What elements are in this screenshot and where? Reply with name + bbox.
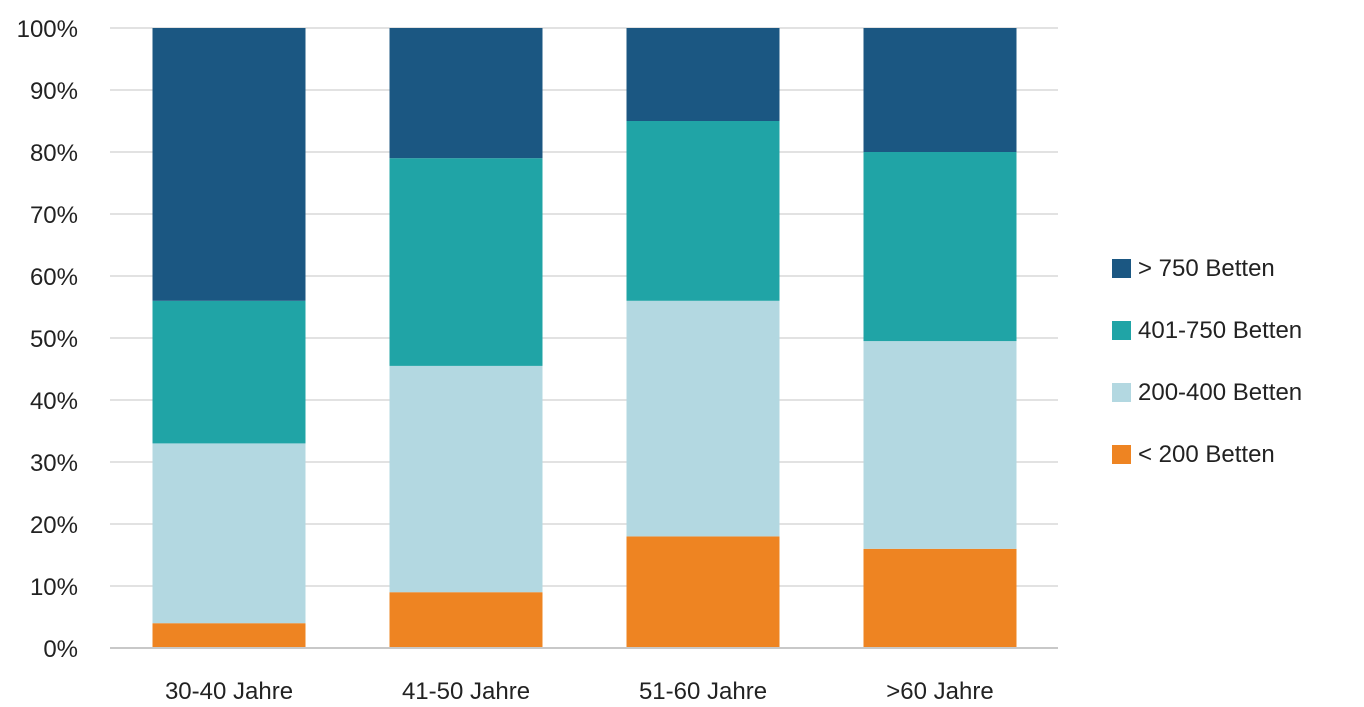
- legend-swatch: [1112, 321, 1131, 340]
- y-tick-label: 20%: [30, 512, 78, 539]
- bar-segment: [863, 548, 1017, 648]
- y-axis-ticks: 0% 10% 20% 30% 40% 50% 60% 70% 80% 90% 100%: [17, 16, 78, 663]
- bar-segment: [389, 158, 543, 366]
- legend-label: > 750 Betten: [1138, 255, 1275, 282]
- bars: [152, 28, 1017, 648]
- y-tick-label: 100%: [17, 16, 78, 43]
- bar-segment: [863, 152, 1017, 342]
- bar-segment: [152, 443, 306, 624]
- y-tick-label: 80%: [30, 140, 78, 167]
- y-tick-label: 90%: [30, 78, 78, 105]
- y-tick-label: 50%: [30, 326, 78, 353]
- legend-swatch: [1112, 383, 1131, 402]
- bar-segment: [863, 341, 1017, 549]
- legend-label: 401-750 Betten: [1138, 317, 1302, 344]
- y-tick-label: 10%: [30, 574, 78, 601]
- x-category-label: 30-40 Jahre: [165, 678, 293, 705]
- legend-swatch: [1112, 259, 1131, 278]
- y-tick-label: 0%: [43, 636, 78, 663]
- legend-label: 200-400 Betten: [1138, 379, 1302, 406]
- legend-item: 401-750 Betten: [1112, 317, 1302, 344]
- bar-segment: [389, 365, 543, 593]
- x-category-label: >60 Jahre: [886, 678, 993, 705]
- bar-segment: [863, 28, 1017, 152]
- bar-segment: [626, 121, 780, 301]
- legend-swatch: [1112, 445, 1131, 464]
- bar-segment: [389, 592, 543, 648]
- bar-segment: [626, 300, 780, 537]
- bar-segment: [152, 300, 306, 444]
- bar-segment: [626, 536, 780, 648]
- legend-item: < 200 Betten: [1112, 441, 1275, 468]
- bar-segment: [152, 623, 306, 648]
- y-tick-label: 30%: [30, 450, 78, 477]
- x-category-label: 41-50 Jahre: [402, 678, 530, 705]
- bar-segment: [152, 28, 306, 301]
- x-category-label: 51-60 Jahre: [639, 678, 767, 705]
- legend-item: 200-400 Betten: [1112, 379, 1302, 406]
- x-axis-labels: 30-40 Jahre 41-50 Jahre 51-60 Jahre >60 Jah…: [165, 678, 994, 705]
- y-tick-label: 60%: [30, 264, 78, 291]
- y-tick-label: 40%: [30, 388, 78, 415]
- legend: > 750 Betten 401-750 Betten 200-400 Betten…: [1112, 255, 1302, 468]
- legend-label: < 200 Betten: [1138, 441, 1275, 468]
- bar-segment: [626, 28, 780, 121]
- y-tick-label: 70%: [30, 202, 78, 229]
- legend-item: > 750 Betten: [1112, 255, 1275, 282]
- bar-segment: [389, 28, 543, 159]
